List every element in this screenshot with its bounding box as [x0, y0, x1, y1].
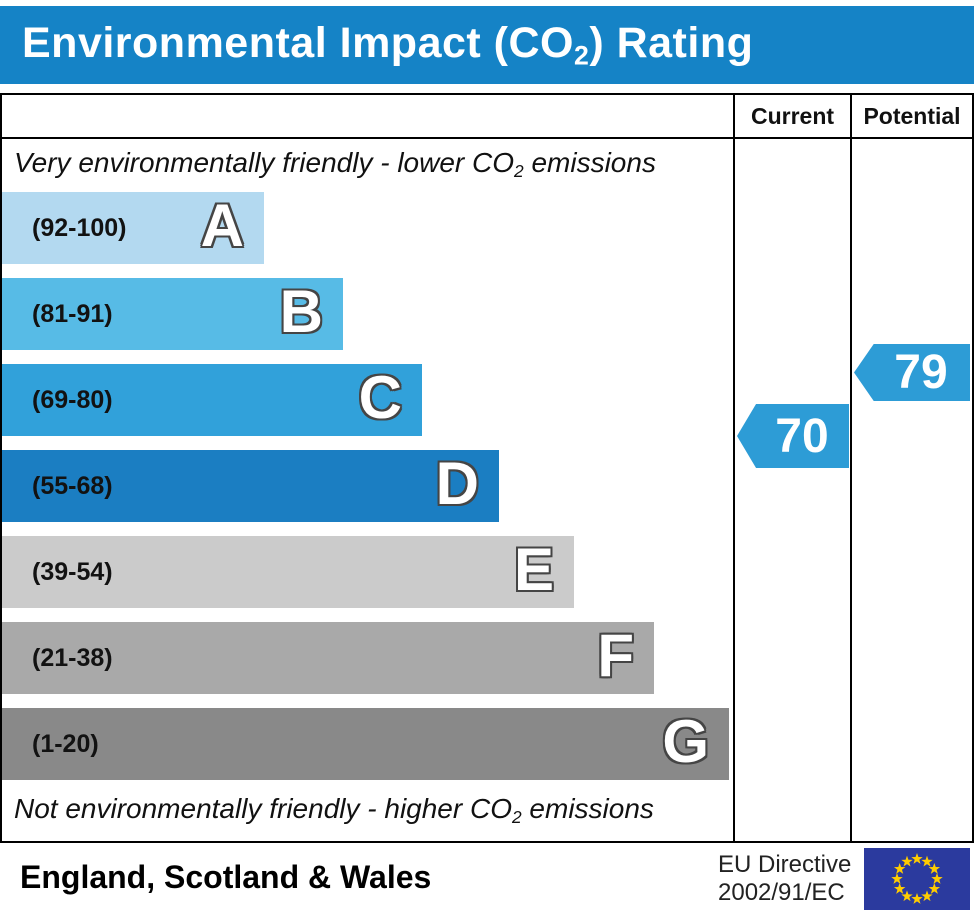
potential-column-divider: [850, 95, 852, 841]
potential-column-header: Potential: [863, 102, 961, 129]
eu-directive-label: EU Directive 2002/91/EC: [718, 851, 851, 907]
current-column-header: Current: [750, 102, 835, 129]
co2-rating-chart: Current Potential Very environmentally f…: [0, 93, 974, 843]
top-note-text: Very environmentally friendly - lower CO: [14, 147, 515, 178]
band-e-letter: E: [513, 536, 554, 604]
band-f: (21-38) F: [2, 622, 654, 694]
band-f-letter: F: [597, 622, 634, 690]
bottom-note-subscript: 2: [511, 806, 522, 827]
page-title-subscript: 2: [573, 40, 590, 71]
bottom-note-text: Not environmentally friendly - higher CO: [14, 793, 512, 824]
page-title-text-end: ) Rating: [589, 18, 754, 67]
top-note-subscript: 2: [514, 160, 524, 181]
band-g-letter: G: [662, 708, 709, 776]
band-a-letter: A: [200, 192, 244, 260]
eu-directive-line-1: EU Directive: [718, 851, 852, 878]
band-d-range: (55-68): [32, 471, 113, 500]
band-g: (1-20) G: [2, 708, 729, 780]
bottom-note: Not environmentally friendly - higher CO…: [14, 793, 654, 828]
band-d: (55-68) D: [2, 450, 499, 522]
band-a-range: (92-100): [32, 213, 127, 242]
top-note: Very environmentally friendly - lower CO…: [14, 147, 656, 182]
eu-directive-line-2: 2002/91/EC: [718, 879, 845, 906]
band-c-letter: C: [358, 364, 402, 432]
band-e: (39-54) E: [2, 536, 574, 608]
title-banner: Environmental Impact (CO2) Rating: [0, 6, 974, 84]
band-b: (81-91) B: [2, 278, 343, 350]
current-pointer: 70: [737, 404, 849, 468]
band-a: (92-100) A: [2, 192, 264, 264]
band-d-letter: D: [435, 450, 479, 518]
region-label: England, Scotland & Wales: [20, 859, 432, 895]
page-title: Environmental Impact (CO2) Rating: [22, 19, 753, 71]
band-c: (69-80) C: [2, 364, 422, 436]
current-column-divider: [733, 95, 735, 841]
potential-value: 79: [894, 346, 948, 399]
band-g-range: (1-20): [32, 729, 99, 758]
band-e-range: (39-54): [32, 557, 113, 586]
band-b-range: (81-91): [32, 299, 113, 328]
eu-flag: [864, 848, 970, 910]
band-b-letter: B: [279, 278, 323, 346]
band-c-range: (69-80): [32, 385, 113, 414]
header-row-divider: [2, 137, 972, 139]
band-f-range: (21-38): [32, 643, 113, 672]
footer: England, Scotland & Wales EU Directive 2…: [0, 843, 974, 917]
potential-pointer: 79: [854, 344, 970, 401]
bottom-note-text-end: emissions: [521, 793, 654, 824]
top-note-text-end: emissions: [523, 147, 656, 178]
current-value: 70: [775, 409, 829, 463]
page-title-text: Environmental Impact (CO: [22, 18, 574, 67]
